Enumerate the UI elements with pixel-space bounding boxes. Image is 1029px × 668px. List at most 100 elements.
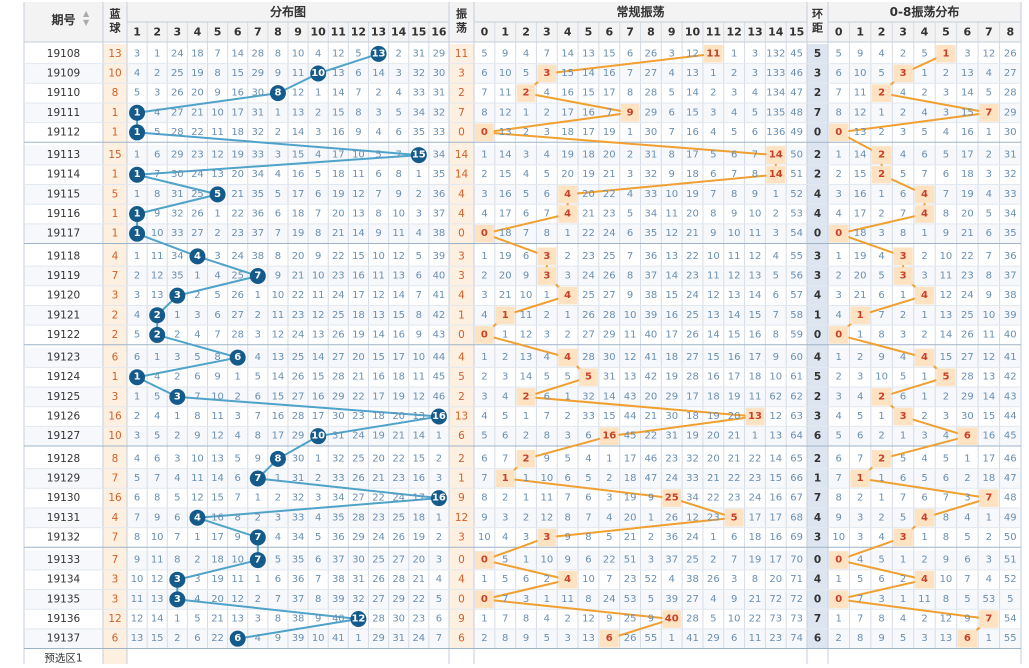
miss-count: 3 xyxy=(315,127,321,138)
miss-count: 2 xyxy=(194,290,200,301)
miss-count: 7 xyxy=(315,209,321,220)
dist08-cell: 4 xyxy=(836,411,842,422)
regular-cell: 3 xyxy=(523,150,529,161)
regular-cell: 2 xyxy=(544,574,550,585)
regular-cell: 14 xyxy=(561,48,574,59)
miss-count: 3 xyxy=(275,150,281,161)
regular-cell: 2 xyxy=(481,372,487,383)
regular-cell: 3 xyxy=(502,512,508,523)
period-cell: 19119 xyxy=(47,270,80,282)
header-blue-char: 球 xyxy=(110,21,122,35)
miss-count: 29 xyxy=(392,594,405,605)
miss-count: 35 xyxy=(171,270,184,281)
regular-cell: 4 xyxy=(564,209,571,220)
dist08-cell: 9 xyxy=(857,48,863,59)
regular-col-header: 15 xyxy=(789,26,804,39)
regular-cell: 5 xyxy=(481,431,487,442)
miss-count: 21 xyxy=(372,473,385,484)
miss-count: 36 xyxy=(332,532,345,543)
period-cell: 19114 xyxy=(47,169,81,181)
blue-trend-segment xyxy=(177,559,259,581)
dist08-cell: 2 xyxy=(900,310,906,321)
period-cell: 19113 xyxy=(47,149,80,161)
dist08-cell: 21 xyxy=(961,228,974,239)
miss-count: 8 xyxy=(416,310,422,321)
miss-count: 20 xyxy=(211,594,224,605)
sort-down-icon[interactable]: ▼ xyxy=(83,18,90,27)
regular-hit-cell xyxy=(766,165,786,184)
dist08-cell: 1 xyxy=(964,453,970,464)
regular-trend-segment xyxy=(567,173,776,196)
dist08-cell: 13 xyxy=(982,372,995,383)
miss-count: 11 xyxy=(412,372,425,383)
regular-cell: 23 xyxy=(582,251,595,262)
miss-count: 13 xyxy=(292,107,305,118)
regular-cell: 2 xyxy=(564,251,570,262)
dist08-cell: 3 xyxy=(943,107,949,118)
dist08-cell: 11 xyxy=(982,329,995,340)
dist08-cell: 20 xyxy=(961,209,974,220)
dist08-cell: 40 xyxy=(1004,329,1017,340)
miss-count: 29 xyxy=(332,391,345,402)
regular-cell: 8 xyxy=(585,532,591,543)
miss-count: 13 xyxy=(332,68,345,79)
blue-ball-value: 3 xyxy=(112,391,119,403)
regular-cell: 5 xyxy=(731,127,737,138)
miss-count: 5 xyxy=(355,48,361,59)
miss-count: 12 xyxy=(131,614,144,625)
miss-count: 9 xyxy=(375,228,381,239)
miss-count: 6 xyxy=(174,512,180,523)
miss-count: 7 xyxy=(174,532,180,543)
blue-ball-marker xyxy=(249,529,266,546)
regular-col-header: 0 xyxy=(481,26,489,39)
sort-up-icon[interactable]: ▲ xyxy=(83,9,90,18)
dist08-cell: 9 xyxy=(878,633,884,644)
dist08-cell: 5 xyxy=(900,372,906,383)
regular-cell: 1 xyxy=(648,512,654,523)
regular-cell: 7 xyxy=(481,473,487,484)
dist08-cell: 8 xyxy=(943,532,949,543)
miss-count: 32 xyxy=(292,493,305,504)
regular-cell: 23 xyxy=(749,473,762,484)
regular-cell: 7 xyxy=(627,251,633,262)
regular-cell: 7 xyxy=(544,48,550,59)
dist08-cell: 2 xyxy=(900,48,906,59)
blue-trend-segment xyxy=(177,395,440,418)
regular-hit-cell xyxy=(537,247,557,266)
miss-count: 9 xyxy=(275,633,281,644)
regular-trend-segment xyxy=(608,618,673,640)
miss-count: 28 xyxy=(352,512,365,523)
regular-cell: 4 xyxy=(585,453,591,464)
miss-count: 24 xyxy=(352,431,365,442)
dist-col-header: 3 xyxy=(173,26,181,39)
regular-cell: 13 xyxy=(582,633,595,644)
regular-cell: 7 xyxy=(585,512,591,523)
miss-count: 16 xyxy=(211,512,224,523)
regular-cell: 3 xyxy=(544,329,550,340)
dist08-cell: 8 xyxy=(986,270,992,281)
miss-count: 1 xyxy=(275,473,281,484)
regular-cell: 62 xyxy=(769,391,782,402)
dist08-cell: 7 xyxy=(943,189,949,200)
regular-cell: 3 xyxy=(481,391,487,402)
dist08-cell: 1 xyxy=(878,493,884,504)
miss-count: 9 xyxy=(214,372,220,383)
dist08-cell: 0 xyxy=(835,594,842,605)
blue-trend-segment xyxy=(136,173,218,196)
regular-cell: 14 xyxy=(769,150,783,161)
ring-value: 5 xyxy=(814,48,821,60)
regular-cell: 46 xyxy=(790,68,803,79)
dist08-cell: 12 xyxy=(940,614,953,625)
blue-ball-number: 15 xyxy=(412,150,426,161)
regular-cell: 2 xyxy=(481,270,487,281)
dist08-hit-cell xyxy=(850,306,870,325)
miss-count: 19 xyxy=(392,391,405,402)
regular-cell: 23 xyxy=(603,209,616,220)
miss-count: 21 xyxy=(412,574,425,585)
dist08-cell: 15 xyxy=(961,107,974,118)
miss-count: 28 xyxy=(332,372,345,383)
miss-count: 1 xyxy=(214,209,220,220)
regular-cell: 7 xyxy=(773,310,779,321)
regular-cell: 17 xyxy=(561,107,574,118)
regular-cell: 3 xyxy=(752,68,758,79)
